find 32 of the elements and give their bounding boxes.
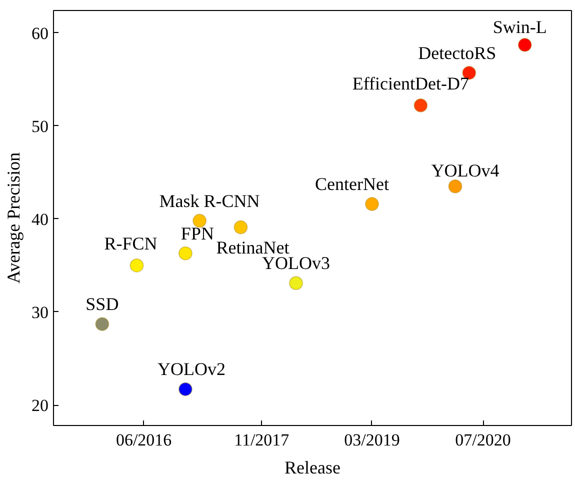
point	[414, 98, 428, 112]
point	[518, 38, 532, 52]
x-tick-label: 03/2019	[344, 430, 400, 450]
y-axis-title: Average Precision	[4, 152, 24, 284]
annotation: SSD	[86, 294, 119, 314]
point	[178, 382, 192, 396]
annotation: FPN	[180, 223, 214, 244]
annotation: Mask R-CNN	[159, 190, 260, 211]
annotation: YOLOv4	[431, 160, 500, 180]
annotation: DetectoRS	[418, 42, 496, 63]
annotation: R-FCN	[104, 233, 158, 254]
point	[130, 258, 144, 272]
x-axis-title: Release	[284, 458, 340, 478]
point	[178, 246, 192, 260]
point	[234, 220, 248, 234]
point	[95, 317, 110, 332]
y-tick-label: 60	[32, 24, 48, 43]
point	[289, 276, 304, 290]
y-tick-label: 50	[32, 116, 48, 136]
y-tick-label: 30	[32, 302, 48, 322]
point	[448, 179, 462, 194]
annotation: CenterNet	[315, 174, 389, 194]
annotation: EfficientDet-D7	[352, 73, 469, 94]
x-tick-label: 11/2017	[234, 430, 290, 450]
annotation: YOLOv2	[157, 359, 226, 380]
y-tick-label: 40	[32, 210, 48, 229]
point	[192, 214, 207, 228]
annotation: Swin-L	[492, 16, 547, 37]
x-tick-label: 06/2016	[116, 430, 172, 450]
y-tick-label: 20	[32, 396, 48, 416]
x-tick-label: 07/2020	[455, 430, 511, 450]
point	[364, 197, 379, 212]
